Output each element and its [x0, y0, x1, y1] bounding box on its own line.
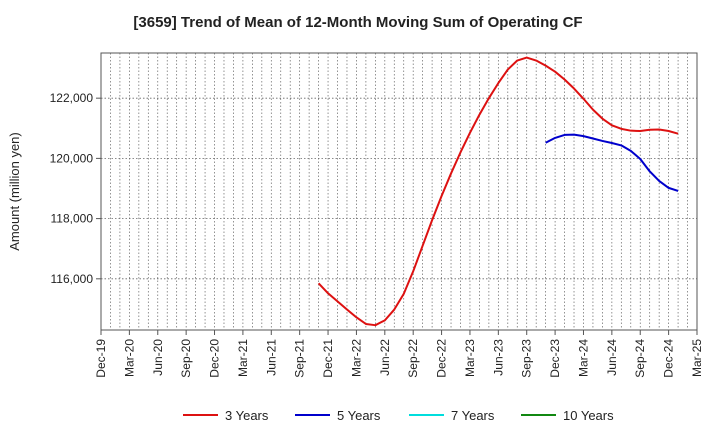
x-tick-label: Mar-20: [122, 339, 136, 377]
y-tick-label: 118,000: [51, 212, 94, 226]
x-tick-label: Jun-21: [264, 339, 278, 376]
y-axis: 116,000 118,000 120,000 122,000: [50, 91, 101, 286]
legend-label-7-years: 7 Years: [451, 408, 495, 423]
x-tick-label: Sep-22: [406, 339, 420, 378]
y-tick-label: 116,000: [51, 272, 94, 286]
plot-frame: [100, 52, 698, 331]
x-tick-label: Mar-22: [349, 339, 363, 377]
x-tick-label: Dec-22: [435, 339, 449, 378]
y-tick-label: 122,000: [50, 91, 94, 105]
x-tick-label: Jun-22: [378, 339, 392, 376]
x-tick-label: Dec-24: [662, 339, 676, 378]
x-tick-label: Dec-21: [321, 339, 335, 378]
y-tick-label: 120,000: [50, 151, 94, 165]
x-tick-label: Dec-19: [94, 339, 108, 378]
series-line-3-years: [317, 56, 679, 327]
x-tick-label: Sep-21: [293, 339, 307, 378]
legend-label-5-years: 5 Years: [337, 408, 381, 423]
x-tick-label: Dec-20: [208, 339, 222, 378]
legend: 3 Years 5 Years 7 Years 10 Years: [183, 408, 614, 423]
grid: [101, 53, 697, 330]
x-tick-label: Mar-21: [236, 339, 250, 377]
x-tick-label: Mar-23: [463, 339, 477, 377]
legend-label-3-years: 3 Years: [225, 408, 269, 423]
x-tick-label: Jun-23: [491, 339, 505, 376]
x-tick-label: Sep-20: [179, 339, 193, 378]
x-tick-label: Mar-24: [576, 339, 590, 377]
y-axis-title: Amount (million yen): [7, 132, 22, 251]
series-layer: [317, 56, 679, 327]
legend-label-10-years: 10 Years: [563, 408, 614, 423]
x-tick-label: Dec-23: [548, 339, 562, 378]
x-tick-label: Sep-24: [633, 339, 647, 378]
x-axis: Dec-19 Mar-20 Jun-20 Sep-20 Dec-20 Mar-21 Jun-…: [94, 330, 704, 378]
x-tick-label: Jun-20: [151, 339, 165, 376]
chart-title: [3659] Trend of Mean of 12-Month Moving …: [133, 14, 582, 31]
x-tick-label: Mar-25: [690, 339, 704, 377]
x-tick-label: Sep-23: [520, 339, 534, 378]
series-line-5-years: [545, 133, 679, 192]
x-tick-label: Jun-24: [605, 339, 619, 376]
